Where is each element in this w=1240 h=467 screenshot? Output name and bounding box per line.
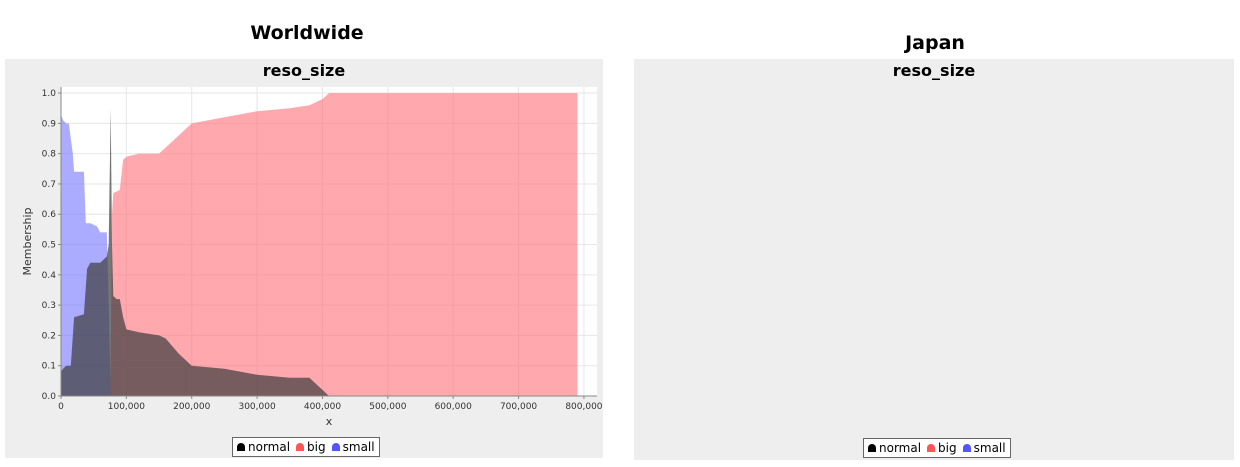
legend-label-big: big bbox=[307, 440, 326, 454]
series-area-normal bbox=[61, 108, 329, 396]
y-tick-label: 0.2 bbox=[42, 331, 56, 341]
x-tick-label: 600,000 bbox=[435, 402, 472, 412]
chart-title-worldwide: reso_size bbox=[262, 61, 346, 80]
legend-item-big: big bbox=[927, 441, 957, 455]
y-tick-label: 0.4 bbox=[42, 271, 57, 281]
legend-swatch-big bbox=[927, 444, 936, 452]
legend-label-normal: normal bbox=[248, 440, 291, 454]
y-tick-label: 0.3 bbox=[42, 301, 56, 311]
x-tick-label: 100,000 bbox=[108, 402, 145, 412]
legend-label-normal: normal bbox=[879, 441, 922, 455]
chart-panel-japan bbox=[634, 59, 1234, 460]
legend-item-small: small bbox=[962, 441, 1006, 455]
legend-swatch-normal bbox=[237, 443, 245, 451]
series-area-big bbox=[110, 93, 578, 396]
y-tick-label: 0.7 bbox=[42, 180, 56, 190]
legend-swatch-small bbox=[962, 444, 971, 452]
legend-item-normal: normal bbox=[868, 441, 921, 455]
x-tick-label: 500,000 bbox=[369, 402, 406, 412]
legend-item-small: small bbox=[331, 440, 375, 454]
x-tick-label: 700,000 bbox=[500, 402, 537, 412]
legend-swatch-small bbox=[331, 443, 340, 451]
x-tick-label: 400,000 bbox=[304, 402, 341, 412]
x-tick-label: 300,000 bbox=[238, 402, 275, 412]
y-tick-label: 0.1 bbox=[42, 362, 56, 372]
heading-japan: Japan bbox=[905, 32, 965, 54]
y-tick-label: 0.8 bbox=[42, 150, 57, 160]
legend-label-small: small bbox=[342, 440, 375, 454]
legend-japan: normal big small bbox=[863, 438, 1011, 458]
y-tick-label: 0.5 bbox=[42, 241, 56, 251]
legend-label-small: small bbox=[973, 441, 1006, 455]
x-axis-label: x bbox=[326, 415, 333, 428]
legend-item-big: big bbox=[296, 440, 326, 454]
legend-label-big: big bbox=[938, 441, 957, 455]
y-tick-label: 0.6 bbox=[42, 210, 57, 220]
legend-item-normal: normal bbox=[237, 440, 290, 454]
x-tick-label: 200,000 bbox=[173, 402, 210, 412]
legend-swatch-big bbox=[296, 443, 305, 451]
y-tick-label: 0.9 bbox=[42, 119, 57, 129]
heading-worldwide: Worldwide bbox=[250, 22, 364, 44]
x-tick-label: 800,000 bbox=[565, 402, 602, 412]
legend-worldwide: normal big small bbox=[232, 437, 380, 457]
x-tick-label: 0 bbox=[58, 402, 64, 412]
legend-swatch-normal bbox=[868, 444, 876, 452]
y-tick-label: 1.0 bbox=[42, 89, 57, 99]
y-axis-label: Membership bbox=[21, 207, 34, 275]
chart-title-japan: reso_size bbox=[892, 61, 976, 80]
y-tick-label: 0.0 bbox=[42, 392, 57, 402]
